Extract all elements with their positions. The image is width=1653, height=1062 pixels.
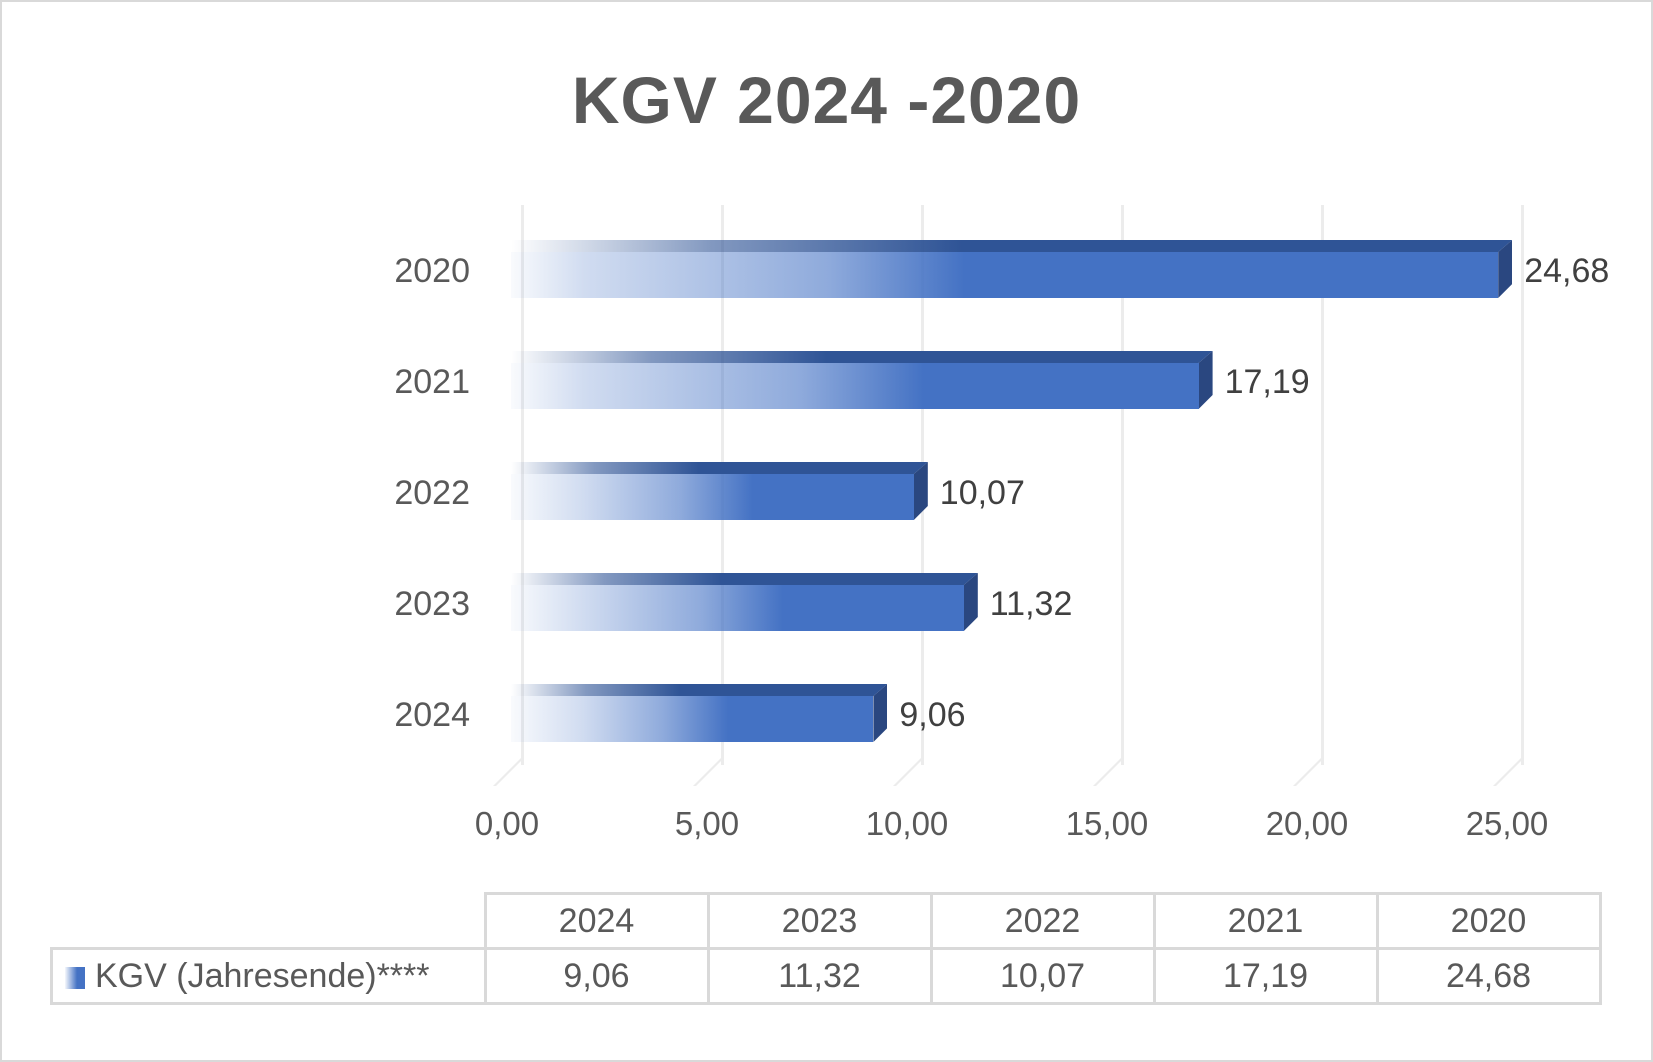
x-axis-tick-label: 10,00 [865,805,949,842]
gridline-foot [1093,758,1124,786]
bar-data-label: 11,32 [989,585,1073,623]
bar [511,573,978,631]
data-table-corner [51,893,485,950]
bar-top-face [511,351,1213,363]
bar-front-face [511,696,874,742]
bar-side-face [873,684,887,742]
bar-side-face [1498,240,1512,298]
data-table-cell: 10,07 [929,947,1156,1005]
bar-front-face [511,474,914,520]
y-axis-category-label: 2020 [394,252,470,290]
data-table: 2024 2023 2022 2021 2020 KGV (Jahresende… [50,892,1602,1005]
x-axis-tick-label: 25,00 [1465,805,1549,842]
bar-data-label: 10,07 [939,474,1025,512]
bar-data-label: 17,19 [1224,363,1310,401]
gridline-foot [493,758,524,786]
data-table-header-row: 2024 2023 2022 2021 2020 [51,892,1602,950]
gridline-foot [893,758,924,786]
data-table-header-cell: 2024 [483,892,710,950]
x-axis-tick-label: 15,00 [1065,805,1149,842]
bar [511,684,887,742]
data-table-header-cell: 2023 [706,892,933,950]
bar [511,351,1213,409]
bar-side-face [964,573,978,631]
gridline [1521,205,1524,765]
bar-front-face [511,363,1199,409]
gridline-foot [1493,758,1524,786]
bar-top-face [511,573,978,585]
x-axis-tick-label: 0,00 [474,805,540,842]
legend-key-icon [65,966,85,989]
data-table-header-cell: 2020 [1375,892,1602,950]
data-table-row: KGV (Jahresende)**** 9,06 11,32 10,07 17… [50,947,1602,1005]
bar-top-face [511,684,887,696]
bar-side-face [914,462,928,520]
bar-data-label: 24,68 [1524,252,1610,290]
bar-top-face [511,462,928,474]
y-axis-category-label: 2022 [394,474,470,512]
data-table-header-cell: 2021 [1152,892,1379,950]
gridline-foot [693,758,724,786]
legend-label: KGV (Jahresende)**** [95,956,430,995]
data-table-cell: 11,32 [706,947,933,1005]
bar [511,240,1512,298]
bar-side-face [1199,351,1213,409]
bar-front-face [511,585,964,631]
x-axis-tick-label: 20,00 [1265,805,1349,842]
data-table-header-cell: 2022 [929,892,1156,950]
y-axis-category-label: 2021 [394,363,470,401]
bar-data-label: 9,06 [899,696,966,734]
y-axis-category-label: 2023 [394,585,470,623]
data-table-cell: 9,06 [483,947,710,1005]
bar-top-face [511,240,1512,252]
data-table-cell: 17,19 [1152,947,1379,1005]
data-table-cell: 24,68 [1375,947,1602,1005]
x-axis-tick-label: 5,00 [674,805,740,842]
bar-front-face [511,252,1499,298]
gridline [1321,205,1324,765]
gridline-foot [1293,758,1324,786]
chart-title: KGV 2024 -2020 [571,63,1082,137]
gridline [1121,205,1124,765]
data-table-row-label: KGV (Jahresende)**** [50,947,487,1005]
y-axis-category-label: 2024 [394,696,470,734]
bar [511,462,928,520]
